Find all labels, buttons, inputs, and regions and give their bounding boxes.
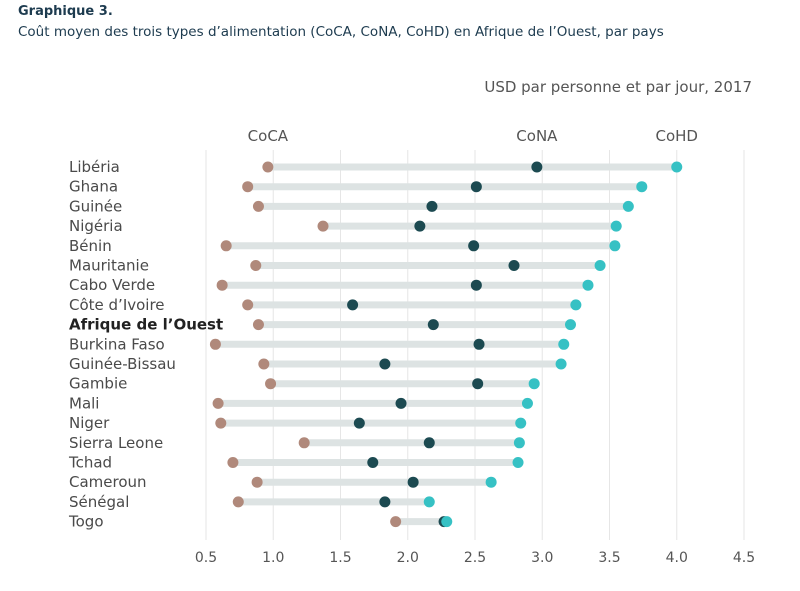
country-label-cameroun: Cameroun [69,473,147,491]
coca-point-burkina-faso [209,338,221,350]
cohd-point-tchad [512,457,524,468]
cohd-point-ghana [636,181,648,193]
coca-point-liberia [262,161,274,173]
x-tick-label: 0.5 [195,550,217,566]
cona-point-ghana [470,181,482,193]
cona-point-gambie [472,378,484,390]
x-tick-label: 1.5 [329,550,351,566]
cona-point-afrique-de-l-ouest [427,319,439,331]
cona-point-burkina-faso [473,338,485,350]
x-tick-label: 3.0 [531,550,553,566]
coca-point-gambie [265,378,277,390]
range-bar-layer [215,163,677,526]
series-head-layer: CoCA CoNA CoHD [248,127,698,145]
x-tick-label: 1.0 [262,550,284,566]
country-label-benin: Bénin [69,237,112,255]
coca-point-nigeria [317,220,329,232]
cohd-point-cameroun [485,476,497,488]
coca-point-ghana [242,181,254,193]
cona-point-tchad [367,457,379,468]
figure-title: Coût moyen des trois types d’alimentatio… [18,24,664,40]
cohd-point-togo [441,516,453,528]
cohd-point-liberia [671,161,683,173]
x-tick-label: 2.5 [464,550,486,566]
country-label-afrique-de-l-ouest: Afrique de l’Ouest [69,316,223,334]
cohd-point-benin [609,240,621,252]
cona-point-nigeria [414,220,426,232]
cona-point-cote-d-ivoire [347,299,359,311]
x-tick-label: 3.5 [598,550,620,566]
coca-point-benin [220,240,232,252]
x-tick-label: 2.0 [397,550,419,566]
cona-point-guinee-bissau [379,358,391,370]
coca-point-cameroun [251,476,263,488]
coca-point-senegal [232,496,244,508]
country-label-mauritanie: Mauritanie [69,257,149,275]
coca-point-guinee-bissau [258,358,270,370]
coca-point-cabo-verde [216,279,228,291]
cona-point-mauritanie [508,260,520,271]
coca-point-afrique-de-l-ouest [252,319,264,331]
country-label-gambie: Gambie [69,375,127,393]
cohd-point-cabo-verde [582,279,594,291]
cohd-point-burkina-faso [558,338,570,350]
cohd-point-niger [515,417,527,429]
cona-point-benin [468,240,480,252]
cona-point-guinee [426,200,438,212]
cona-point-senegal [379,496,391,508]
country-label-nigeria: Nigéria [69,217,123,235]
coca-point-guinee [252,200,264,212]
country-label-tchad: Tchad [68,454,112,472]
cohd-point-mauritanie [594,260,606,271]
unit-note: USD par personne et par jour, 2017 [484,78,752,96]
cohd-point-nigeria [610,220,622,232]
cona-point-cabo-verde [470,279,482,291]
series-header-cohd: CoHD [656,127,698,145]
cona-point-mali [395,397,407,409]
cohd-point-sierra-leone [513,437,525,449]
cona-point-niger [353,417,365,429]
series-header-coca: CoCA [248,127,289,145]
cohd-point-afrique-de-l-ouest [564,319,576,331]
country-label-niger: Niger [69,414,110,432]
coca-point-tchad [227,457,239,468]
country-label-guinee: Guinée [69,197,122,215]
coca-point-cote-d-ivoire [242,299,254,311]
country-label-burkina-faso: Burkina Faso [69,335,165,353]
country-label-cote-d-ivoire: Côte d’Ivoire [69,296,165,314]
country-label-togo: Togo [68,513,104,531]
cona-point-cameroun [407,476,419,488]
country-label-sierra-leone: Sierra Leone [69,434,163,452]
figure-label: Graphique 3. [18,4,113,19]
series-header-cona: CoNA [516,127,558,145]
cohd-point-senegal [423,496,435,508]
grid-layer [205,150,745,540]
cona-point-sierra-leone [423,437,435,449]
country-label-liberia: Libéria [69,158,120,176]
country-label-ghana: Ghana [69,178,118,196]
coca-point-mauritanie [250,260,262,271]
cohd-point-cote-d-ivoire [570,299,582,311]
country-label-mali: Mali [69,394,99,412]
coca-point-togo [390,516,402,528]
country-label-cabo-verde: Cabo Verde [69,276,155,294]
cona-point-liberia [531,161,543,173]
country-label-senegal: Sénégal [69,493,129,511]
coca-point-sierra-leone [298,437,310,449]
coca-point-mali [212,397,224,409]
dot-layer [209,161,683,528]
cohd-point-gambie [528,378,540,390]
x-tick-label: 4.5 [733,550,755,566]
coca-point-niger [215,417,227,429]
cohd-point-mali [521,397,533,409]
country-label-guinee-bissau: Guinée-Bissau [69,355,176,373]
cohd-point-guinee [622,200,634,212]
cohd-point-guinee-bissau [555,358,567,370]
x-tick-label: 4.0 [666,550,688,566]
x-tick-layer: 0.5 1.0 1.5 2.0 2.5 3.0 3.5 4.0 4.5 [195,550,755,566]
